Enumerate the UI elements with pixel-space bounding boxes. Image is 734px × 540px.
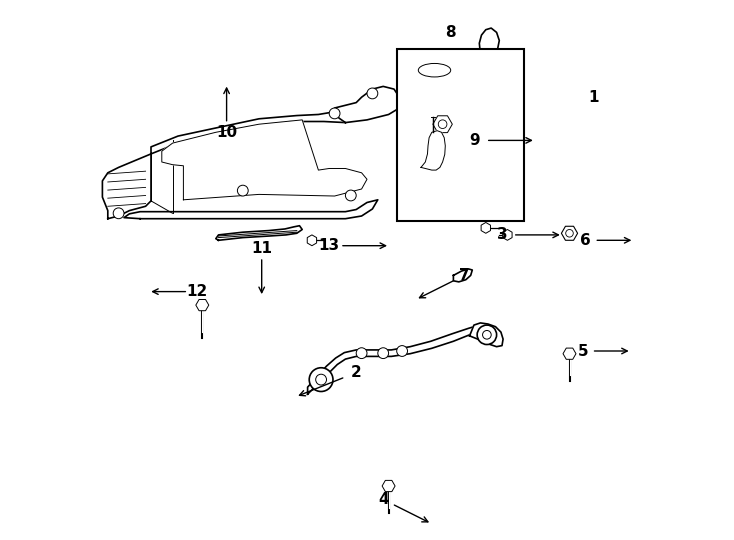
Circle shape <box>467 193 472 198</box>
Polygon shape <box>454 269 472 282</box>
Circle shape <box>378 348 388 359</box>
Text: 7: 7 <box>459 268 470 283</box>
Circle shape <box>504 181 509 186</box>
Circle shape <box>316 374 327 385</box>
Text: 4: 4 <box>378 492 388 507</box>
Text: 11: 11 <box>251 241 272 256</box>
Circle shape <box>477 325 497 345</box>
Polygon shape <box>446 162 464 200</box>
Polygon shape <box>479 28 499 86</box>
Text: 12: 12 <box>186 284 208 299</box>
Text: 9: 9 <box>470 133 480 148</box>
Text: 10: 10 <box>216 125 237 140</box>
Text: 2: 2 <box>351 365 362 380</box>
Text: 8: 8 <box>446 25 456 40</box>
Circle shape <box>330 108 340 119</box>
Circle shape <box>113 208 124 219</box>
Circle shape <box>438 120 447 129</box>
Circle shape <box>396 346 407 356</box>
Text: 5: 5 <box>578 343 589 359</box>
Text: 13: 13 <box>319 238 340 253</box>
Circle shape <box>309 368 333 392</box>
Ellipse shape <box>418 63 451 77</box>
Circle shape <box>482 330 491 339</box>
Polygon shape <box>335 86 399 123</box>
Circle shape <box>566 230 573 237</box>
Bar <box>396 49 523 221</box>
Circle shape <box>462 159 510 208</box>
Polygon shape <box>464 78 509 213</box>
Circle shape <box>490 161 495 167</box>
Circle shape <box>490 200 495 206</box>
Circle shape <box>346 190 356 201</box>
Text: 3: 3 <box>497 227 507 242</box>
Circle shape <box>468 166 503 201</box>
Polygon shape <box>421 131 446 170</box>
Circle shape <box>467 169 472 174</box>
Polygon shape <box>103 154 151 219</box>
Polygon shape <box>470 323 503 347</box>
Text: 6: 6 <box>581 233 591 248</box>
Polygon shape <box>216 226 302 240</box>
Circle shape <box>356 348 367 359</box>
Polygon shape <box>308 327 475 394</box>
Polygon shape <box>161 120 367 200</box>
Circle shape <box>237 185 248 196</box>
Circle shape <box>367 88 378 99</box>
Text: 1: 1 <box>589 90 599 105</box>
Polygon shape <box>151 97 394 154</box>
Polygon shape <box>124 200 378 219</box>
